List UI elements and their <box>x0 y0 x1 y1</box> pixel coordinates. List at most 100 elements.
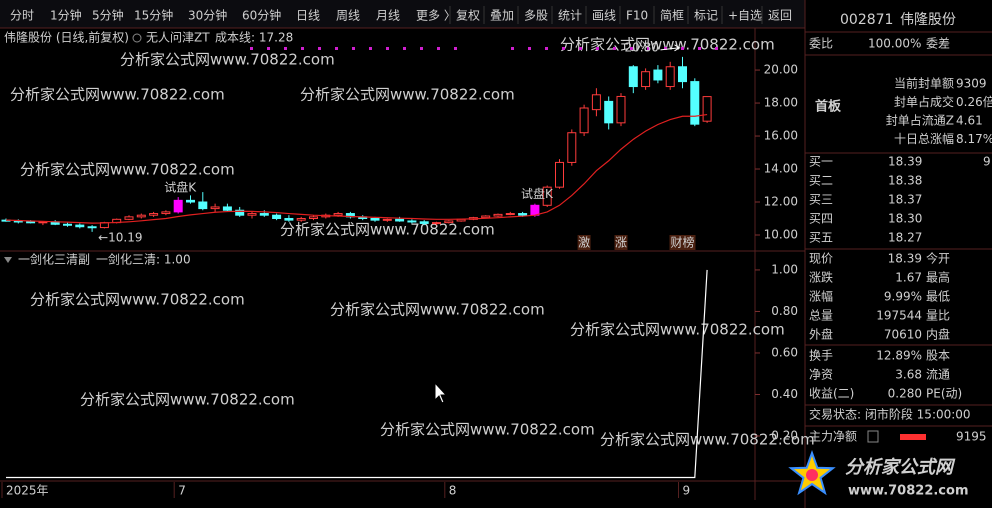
tool-button[interactable]: 返回 <box>768 9 792 23</box>
candle-body <box>616 95 626 124</box>
seal-value: 9309 <box>956 77 987 91</box>
date-label: 7 <box>178 484 186 498</box>
dot-marker <box>301 47 304 50</box>
candle-body <box>26 221 36 224</box>
candle-body <box>567 132 577 163</box>
tool-button[interactable]: F10 <box>626 9 648 23</box>
dot-marker <box>562 47 565 50</box>
watermark: 分析家公式网www.70822.com <box>20 161 235 179</box>
candle-body <box>136 214 146 218</box>
period-tab[interactable]: 30分钟 <box>188 8 227 23</box>
main-bar <box>900 434 926 440</box>
trade-status: 交易状态: 闭市阶段 15:00:00 <box>809 407 971 422</box>
quote-value: 1.67 <box>895 271 922 285</box>
bid-label: 买五 <box>809 231 833 245</box>
period-tab[interactable]: 60分钟 <box>242 8 281 23</box>
bid-price: 18.39 <box>888 155 922 169</box>
period-tab[interactable]: 分时 <box>10 9 34 23</box>
candle-body <box>173 199 183 213</box>
cursor <box>434 381 448 404</box>
candle-body <box>653 69 663 81</box>
candle-body <box>149 213 159 216</box>
dot-marker <box>250 47 253 50</box>
seal-value: 4.61 <box>956 114 983 128</box>
candle-body <box>579 107 589 134</box>
candle-body <box>75 224 85 228</box>
seal-label: 封单占流通Z <box>886 113 954 128</box>
bid-label: 买一 <box>809 155 833 169</box>
low-label: ←10.19 <box>98 230 142 244</box>
dot-marker <box>681 47 684 50</box>
dot-marker <box>528 47 531 50</box>
quote-label: 总量 <box>809 309 833 323</box>
tool-button[interactable]: +自选 <box>728 9 762 23</box>
quote-value: 9.99% <box>884 290 922 304</box>
candle-body <box>444 220 454 224</box>
dot-marker <box>511 47 514 50</box>
candle-body <box>518 213 528 216</box>
annotation: 试盘K <box>164 180 197 195</box>
event-marker-text: 涨 <box>615 235 627 250</box>
period-tab[interactable]: 1分钟 <box>50 8 82 23</box>
dot-marker <box>267 47 270 50</box>
indicator-name: 无人问津ZT <box>146 31 210 45</box>
candle-body <box>555 161 564 188</box>
watermark: 分析家公式网www.70822.com <box>80 391 295 409</box>
y-tick-label: 0.80 <box>771 304 798 318</box>
bid-label: 买二 <box>809 174 833 188</box>
period-tab[interactable]: 日线 <box>296 9 320 23</box>
ma-line <box>5 113 708 224</box>
candle-body <box>530 204 540 216</box>
quote-label: 外盘 <box>809 327 833 342</box>
candle-body <box>63 223 72 226</box>
candle-body <box>198 201 208 210</box>
bid-label: 买三 <box>809 193 833 207</box>
tool-button[interactable]: 叠加 <box>490 9 514 23</box>
quote-value: 18.39 <box>888 252 922 266</box>
watermark: 分析家公式网www.70822.com <box>380 421 595 439</box>
fund-label: 收益(二) <box>809 387 854 401</box>
event-marker <box>669 235 696 250</box>
dot-marker <box>630 47 633 50</box>
dot-marker <box>715 47 718 50</box>
dot-marker <box>318 47 321 50</box>
quote-label: 最高 <box>926 270 950 285</box>
tool-button[interactable]: 画线 <box>592 9 616 23</box>
logo-url: www.70822.com <box>848 484 969 499</box>
logo-dot <box>806 469 818 481</box>
tool-button[interactable]: 多股 <box>524 9 548 23</box>
candle-body <box>309 216 318 219</box>
fund-value: 12.89% <box>876 349 922 363</box>
tool-button[interactable]: 标记 <box>694 9 718 23</box>
watermark: 分析家公式网www.70822.com <box>570 321 785 339</box>
fund-value: 3.68 <box>895 368 922 382</box>
candle-body <box>382 218 392 221</box>
stock-name: 伟隆股份 <box>900 12 956 28</box>
period-tab[interactable]: 周线 <box>336 9 360 23</box>
watermark: 分析家公式网www.70822.com <box>560 36 775 54</box>
collapse-icon <box>4 257 12 263</box>
period-tab[interactable]: 5分钟 <box>92 8 124 23</box>
bid-volume: 9 <box>983 155 991 169</box>
period-tab[interactable]: 更多 〉 <box>416 9 456 23</box>
candle-body <box>296 217 306 221</box>
period-tab[interactable]: 月线 <box>376 9 400 23</box>
candle-body <box>690 81 700 125</box>
tool-button[interactable]: 统计 <box>558 9 582 23</box>
tool-button[interactable]: 简框 <box>660 9 684 23</box>
y-tick-label: 10.00 <box>764 227 798 241</box>
y-tick-label: 16.00 <box>764 129 798 143</box>
period-tab[interactable]: 15分钟 <box>134 8 173 23</box>
date-label: 8 <box>449 484 457 498</box>
seal-label: 当前封单额 <box>894 76 954 91</box>
candle-body <box>284 217 294 221</box>
candle-body <box>161 211 171 215</box>
y-tick-label: 14.00 <box>764 162 798 176</box>
tool-button[interactable]: 复权 <box>456 9 480 23</box>
candle-body <box>702 96 712 122</box>
candle-body <box>628 66 638 88</box>
candle-body <box>678 66 687 83</box>
board: 首板 <box>815 99 842 115</box>
